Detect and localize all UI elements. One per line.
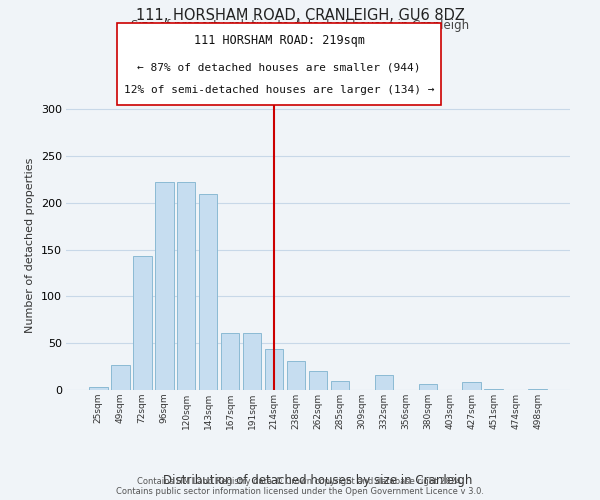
Bar bbox=[177, 182, 196, 390]
Bar bbox=[89, 387, 107, 390]
Bar bbox=[199, 194, 217, 390]
Y-axis label: Number of detached properties: Number of detached properties bbox=[25, 158, 35, 332]
Bar bbox=[287, 361, 305, 390]
Bar bbox=[331, 380, 349, 390]
Text: Contains public sector information licensed under the Open Government Licence v : Contains public sector information licen… bbox=[116, 486, 484, 496]
Bar bbox=[529, 389, 547, 390]
Bar bbox=[133, 256, 152, 390]
Bar bbox=[265, 349, 283, 390]
Text: Contains HM Land Registry data © Crown copyright and database right 2024.: Contains HM Land Registry data © Crown c… bbox=[137, 476, 463, 486]
Bar bbox=[111, 364, 130, 390]
Text: 111 HORSHAM ROAD: 219sqm: 111 HORSHAM ROAD: 219sqm bbox=[193, 34, 365, 47]
Bar bbox=[308, 372, 328, 390]
Bar bbox=[463, 382, 481, 390]
Bar bbox=[374, 375, 393, 390]
Text: 12% of semi-detached houses are larger (134) →: 12% of semi-detached houses are larger (… bbox=[124, 85, 434, 95]
Bar bbox=[243, 333, 262, 390]
Bar bbox=[484, 389, 503, 390]
X-axis label: Distribution of detached houses by size in Cranleigh: Distribution of detached houses by size … bbox=[163, 474, 473, 486]
Text: 111, HORSHAM ROAD, CRANLEIGH, GU6 8DZ: 111, HORSHAM ROAD, CRANLEIGH, GU6 8DZ bbox=[136, 8, 464, 22]
Text: ← 87% of detached houses are smaller (944): ← 87% of detached houses are smaller (94… bbox=[137, 63, 421, 73]
Bar bbox=[419, 384, 437, 390]
Bar bbox=[221, 333, 239, 390]
Bar bbox=[155, 182, 173, 390]
Text: Size of property relative to detached houses in Cranleigh: Size of property relative to detached ho… bbox=[131, 19, 469, 32]
